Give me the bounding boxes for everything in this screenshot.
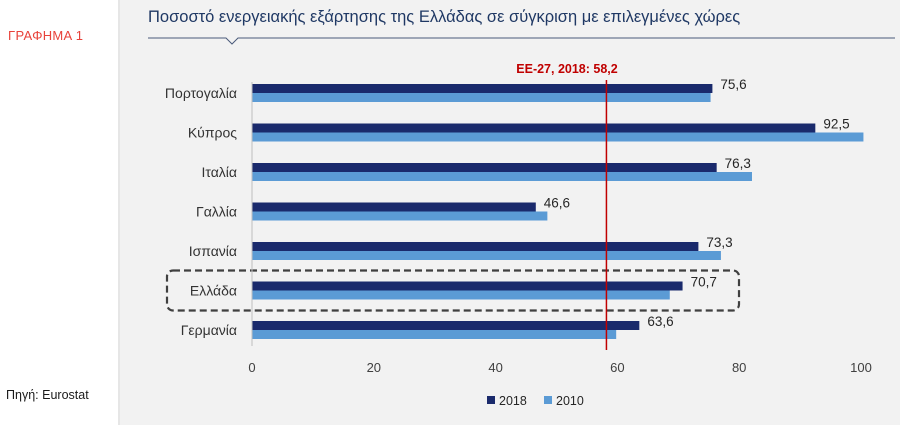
data-label-4: 73,3 [706, 235, 732, 250]
x-tick-label-1: 20 [367, 360, 381, 375]
legend-label-2010: 2010 [556, 394, 584, 408]
category-label-4: Ισπανία [189, 243, 237, 259]
x-tick-label-3: 60 [610, 360, 624, 375]
chart-title: Ποσοστό ενεργειακής εξάρτησης της Ελλάδα… [148, 8, 741, 26]
category-label-6: Γερμανία [181, 322, 237, 338]
data-label-2: 76,3 [725, 156, 751, 171]
left-panel: ΓΡΑΦΗΜΑ 1 Πηγή: Eurostat [0, 0, 118, 425]
bar-2010-4 [252, 251, 721, 260]
legend-label-2018: 2018 [499, 394, 527, 408]
bar-2018-3 [252, 202, 536, 212]
panel-divider [118, 0, 120, 425]
bar-2010-3 [252, 211, 548, 221]
bar-2018-2 [252, 163, 717, 172]
bar-2010-2 [252, 172, 752, 181]
highlight-box-5 [165, 269, 741, 312]
bar-2010-1 [252, 132, 864, 142]
figure-label: ΓΡΑΦΗΜΑ 1 [8, 28, 84, 43]
legend-swatch-2018 [487, 396, 495, 404]
reference-line-label: ΕΕ-27, 2018: 58,2 [516, 62, 618, 76]
category-label-5: Ελλάδα [190, 283, 237, 299]
legend-swatch-2010 [544, 396, 552, 404]
bar-2018-0 [252, 84, 713, 93]
category-label-1: Κύπρος [188, 125, 237, 141]
category-label-0: Πορτογαλία [165, 85, 237, 101]
x-tick-label-4: 80 [732, 360, 746, 375]
bar-2010-6 [252, 330, 617, 339]
x-tick-label-5: 100 [850, 360, 872, 375]
data-label-3: 46,6 [544, 196, 570, 211]
bar-2010-0 [252, 93, 711, 102]
x-tick-label-0: 0 [248, 360, 255, 375]
category-label-2: Ιταλία [201, 164, 237, 180]
bar-2018-4 [252, 242, 699, 251]
bar-2018-5 [252, 281, 683, 291]
data-label-0: 75,6 [720, 77, 746, 92]
data-label-6: 63,6 [647, 314, 673, 329]
title-underline [148, 37, 895, 45]
x-tick-label-2: 40 [488, 360, 502, 375]
data-label-5: 70,7 [691, 275, 717, 290]
category-label-3: Γαλλία [196, 204, 237, 220]
bar-2018-6 [252, 321, 640, 330]
source-label: Πηγή: Eurostat [6, 388, 89, 402]
bar-2010-5 [252, 290, 670, 300]
data-label-1: 92,5 [823, 117, 849, 132]
bar-2018-1 [252, 123, 816, 133]
